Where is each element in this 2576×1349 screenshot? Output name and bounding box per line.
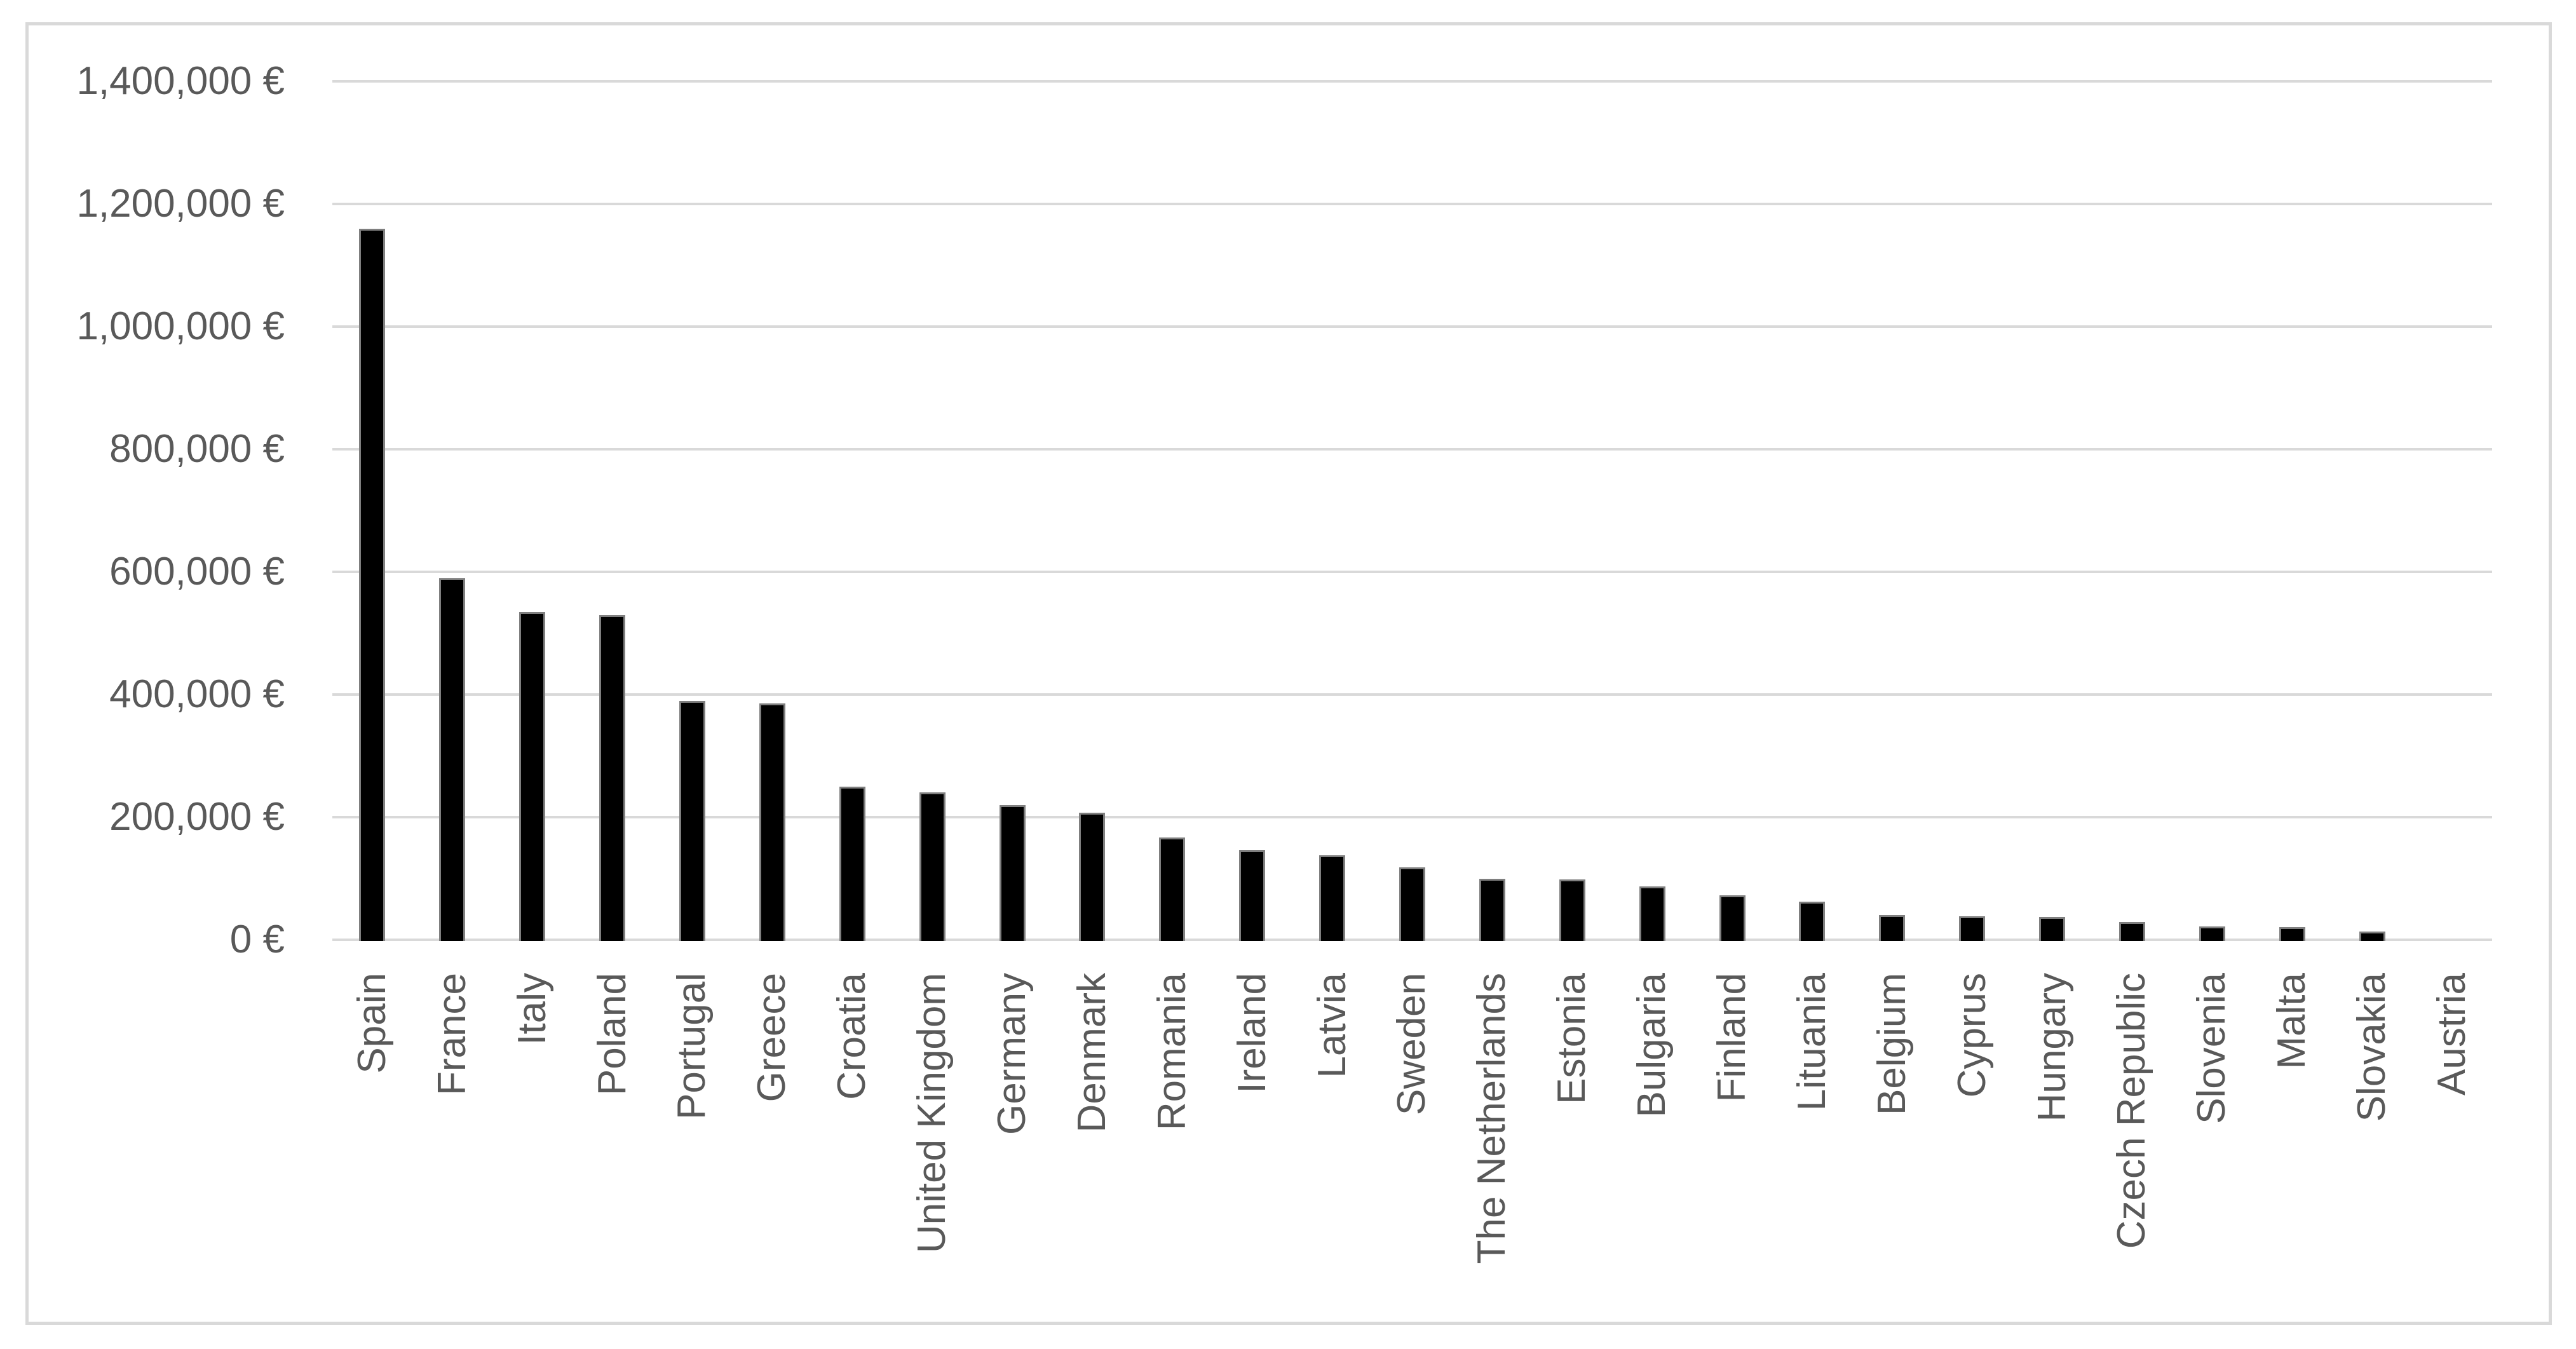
y-axis-tick-label: 1,400,000 €	[76, 59, 285, 103]
horizontal-gridline	[332, 80, 2492, 83]
x-axis-category-label: Denmark	[1069, 973, 1114, 1133]
y-axis-tick-label: 600,000 €	[109, 550, 285, 593]
x-axis-category-label: Germany	[990, 973, 1034, 1135]
bar	[1479, 878, 1505, 941]
bar	[1879, 915, 1906, 941]
horizontal-gridline	[332, 571, 2492, 573]
horizontal-gridline	[332, 816, 2492, 818]
horizontal-gridline	[332, 325, 2492, 328]
x-axis-category-label: Czech Republic	[2110, 973, 2154, 1249]
bar	[359, 228, 386, 941]
x-axis-category-label: France	[430, 973, 474, 1095]
horizontal-gridline	[332, 203, 2492, 205]
x-axis-category-label: Sweden	[1390, 973, 1434, 1116]
horizontal-gridline	[332, 448, 2492, 451]
bar	[759, 703, 785, 941]
x-axis-category-label: Finland	[1710, 973, 1754, 1102]
x-axis-category-label: Spain	[349, 973, 394, 1074]
bar	[599, 614, 626, 941]
x-axis-category-label: Lituania	[1789, 973, 1834, 1111]
bar	[1799, 902, 1826, 941]
bar	[839, 786, 865, 941]
x-axis-category-label: Italy	[510, 973, 554, 1045]
x-axis-category-label: Latvia	[1310, 973, 1354, 1078]
x-axis-category-label: Belgium	[1869, 973, 1914, 1115]
x-axis-category-label: Bulgaria	[1630, 973, 1674, 1118]
bar	[2279, 926, 2305, 941]
y-axis-tick-label: 400,000 €	[109, 672, 285, 716]
bar	[1159, 837, 1186, 941]
bar	[2119, 922, 2145, 941]
x-axis-category-label: Estonia	[1550, 973, 1594, 1104]
x-axis-category-label: Romania	[1149, 973, 1194, 1131]
x-axis-category-label: Croatia	[830, 973, 874, 1100]
x-axis-category-label: Cyprus	[1949, 973, 1994, 1098]
horizontal-gridline	[332, 693, 2492, 696]
bar	[1639, 886, 1665, 941]
bar	[1959, 916, 1986, 941]
y-axis-tick-label: 1,200,000 €	[76, 182, 285, 226]
x-axis-category-label: United Kingdom	[910, 973, 954, 1254]
x-axis-category-label: Poland	[590, 973, 634, 1096]
bar	[1399, 867, 1425, 941]
y-axis-tick-label: 1,000,000 €	[76, 304, 285, 348]
bar	[919, 792, 946, 941]
x-axis-category-label: Slovenia	[2190, 973, 2234, 1124]
bar	[1559, 879, 1585, 941]
x-axis-category-label: Malta	[2270, 973, 2314, 1069]
y-axis-tick-label: 800,000 €	[109, 427, 285, 471]
x-axis-category-label: Hungary	[2030, 973, 2074, 1122]
x-axis-category-label: Portugal	[670, 973, 714, 1120]
bar	[439, 578, 466, 941]
x-axis-category-label: Ireland	[1230, 973, 1274, 1094]
x-axis-category-label: Greece	[750, 973, 794, 1102]
bar	[1239, 850, 1266, 941]
bar	[519, 611, 546, 941]
bar	[1319, 855, 1346, 941]
x-axis-category-label: Slovakia	[2350, 973, 2394, 1122]
x-axis-category-label: Austria	[2430, 973, 2474, 1095]
bar	[2199, 926, 2225, 941]
x-axis-category-label: The Netherlands	[1470, 973, 1514, 1264]
bar	[2359, 932, 2385, 941]
bar	[679, 700, 705, 941]
bar	[1719, 895, 1746, 941]
bar	[999, 804, 1026, 941]
y-axis-tick-label: 0 €	[229, 918, 285, 961]
bar	[1079, 813, 1106, 941]
bar	[2039, 917, 2066, 941]
y-axis-tick-label: 200,000 €	[109, 795, 285, 839]
